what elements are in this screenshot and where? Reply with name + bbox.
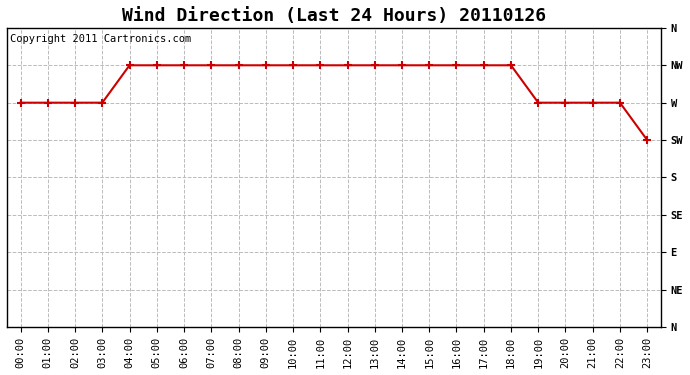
Text: Copyright 2011 Cartronics.com: Copyright 2011 Cartronics.com <box>10 34 191 44</box>
Title: Wind Direction (Last 24 Hours) 20110126: Wind Direction (Last 24 Hours) 20110126 <box>122 7 546 25</box>
